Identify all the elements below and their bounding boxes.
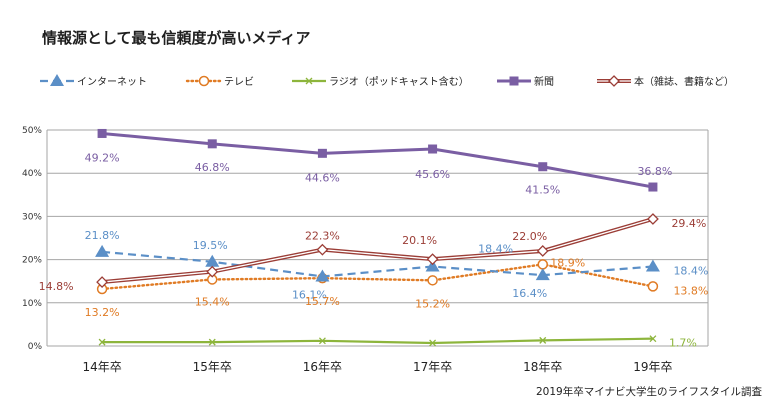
data-point-x — [649, 335, 657, 343]
data-label: 19.5% — [193, 239, 228, 252]
y-tick-label: 0% — [28, 342, 43, 352]
data-point-square — [509, 76, 519, 86]
data-point-diamond — [426, 253, 439, 266]
data-label: 14.8% — [39, 280, 74, 293]
legend-item: 新聞 — [497, 75, 554, 88]
data-label: 20.1% — [402, 234, 437, 247]
data-point-x — [98, 338, 106, 346]
series-0 — [95, 244, 660, 282]
legend-label: 本（雑誌、書籍など） — [634, 75, 734, 88]
x-tick-label: 15年卒 — [193, 360, 232, 374]
data-label: 18.4% — [673, 265, 708, 278]
x-tick-label: 19年卒 — [633, 360, 672, 374]
data-point-triangle — [50, 74, 64, 86]
data-point-triangle — [535, 268, 550, 281]
legend-label: インターネット — [77, 76, 147, 88]
data-point-triangle — [205, 254, 220, 267]
y-tick-label: 20% — [22, 256, 42, 266]
series-3 — [97, 128, 658, 192]
y-tick-label: 10% — [22, 299, 42, 309]
data-point-diamond — [608, 75, 620, 87]
data-label: 18.4% — [478, 243, 513, 256]
data-label: 45.6% — [415, 168, 450, 181]
legend-label: ラジオ（ポッドキャスト含む） — [329, 75, 469, 88]
gridlines — [47, 129, 708, 347]
legend-item: インターネット — [40, 74, 147, 88]
data-point-diamond — [96, 276, 109, 288]
legend-label: 新聞 — [534, 75, 554, 88]
data-point-square — [317, 148, 327, 158]
data-label: 49.2% — [85, 151, 120, 164]
data-label: 13.2% — [85, 306, 120, 319]
data-label: 46.8% — [195, 161, 230, 174]
data-label: 22.0% — [512, 230, 547, 243]
data-point-x — [208, 338, 216, 346]
data-point-square — [538, 162, 548, 172]
y-tick-label: 50% — [22, 126, 42, 136]
data-labels-group: 21.8% 19.5% 16.1% 18.4% 16.4% 18.4% 13.2% 15.4%… — [39, 151, 709, 349]
legend: インターネット テレビ ラジオ（ポッドキャスト含む） 新聞 本（雑誌、書籍など） — [40, 74, 734, 88]
x-tick-label: 16年卒 — [303, 360, 342, 374]
data-point-diamond — [646, 213, 659, 225]
x-tick-label: 18年卒 — [523, 360, 562, 374]
x-tick-label: 14年卒 — [82, 360, 121, 374]
series-line — [102, 337, 653, 345]
data-point-triangle — [425, 259, 440, 272]
data-point-x — [305, 77, 313, 85]
series-1 — [96, 259, 659, 295]
y-tick-label: 40% — [22, 169, 42, 179]
series-2 — [98, 335, 657, 347]
data-label: 44.6% — [305, 171, 340, 184]
data-point-diamond — [316, 243, 329, 256]
data-label: 15.7% — [305, 295, 340, 308]
data-point-x — [539, 336, 547, 344]
data-point-x — [318, 337, 326, 345]
data-label: 16.1% — [292, 288, 327, 301]
data-point-circle — [647, 281, 659, 292]
source-note: 2019年卒マイナビ大学生のライフスタイル調査 — [536, 385, 763, 398]
series-4 — [96, 213, 659, 288]
data-point-square — [428, 144, 438, 154]
series-line — [100, 263, 655, 291]
data-label: 21.8% — [85, 229, 120, 242]
data-point-triangle — [645, 259, 660, 272]
data-label: 13.8% — [673, 284, 708, 297]
data-point-x — [429, 339, 437, 347]
series-line — [101, 131, 654, 189]
data-point-triangle — [95, 244, 110, 257]
data-point-circle — [198, 75, 210, 87]
data-label: 36.8% — [637, 165, 672, 178]
data-point-triangle — [315, 269, 330, 282]
data-point-square — [207, 139, 217, 149]
y-tick-label: 30% — [22, 212, 42, 222]
series-group — [95, 128, 660, 347]
chart-title: 情報源として最も信頼度が高いメディア — [42, 29, 311, 47]
legend-item: テレビ — [185, 75, 254, 88]
data-point-square — [648, 182, 658, 192]
legend-item: ラジオ（ポッドキャスト含む） — [292, 75, 469, 88]
series-line — [101, 250, 654, 278]
y-axis: 0% 10% 20% 30% 40% 50% — [22, 126, 709, 352]
data-point-circle — [537, 259, 548, 270]
x-axis: 14年卒 15年卒 16年卒 17年卒 18年卒 19年卒 — [82, 360, 672, 374]
x-tick-label: 17年卒 — [413, 360, 452, 374]
data-label: 15.2% — [415, 297, 450, 310]
data-label: 22.3% — [305, 230, 340, 243]
data-point-diamond — [536, 245, 549, 257]
data-point-square — [97, 128, 107, 138]
data-point-diamond — [206, 265, 219, 278]
data-point-circle — [427, 275, 438, 286]
legend-label: テレビ — [224, 76, 254, 88]
legend-item: 本（雑誌、書籍など） — [597, 75, 734, 88]
data-label: 18.9% — [550, 256, 585, 269]
series-line-inner — [102, 218, 654, 283]
data-label: 16.4% — [512, 287, 547, 300]
data-label: 41.5% — [525, 184, 560, 197]
data-label: 1.7% — [669, 337, 697, 350]
data-label: 15.4% — [195, 295, 230, 308]
data-label: 29.4% — [671, 217, 706, 230]
